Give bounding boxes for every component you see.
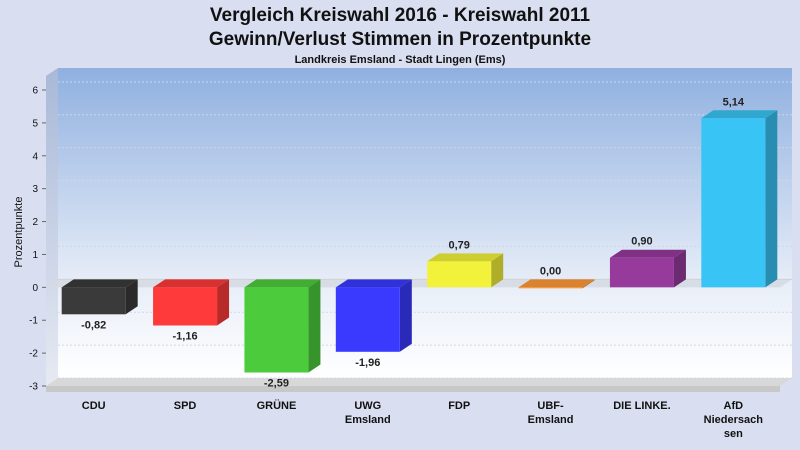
- data-label: 0,90: [631, 236, 652, 248]
- bar-side: [399, 279, 412, 352]
- floor: [46, 378, 792, 386]
- plot-area: [46, 68, 792, 392]
- bar-top: [427, 253, 504, 262]
- category-label-line: Niedersach: [704, 414, 764, 426]
- category-label: FDP: [448, 400, 470, 412]
- bar: [153, 279, 230, 326]
- bar: [427, 253, 504, 288]
- bar-top: [335, 279, 412, 288]
- bar-front: [153, 287, 218, 326]
- side-wall: [46, 68, 58, 386]
- data-label: 5,14: [723, 96, 745, 108]
- y-axis-ticks: 6 5 4 3 2 1 0 -1 -2 -3: [29, 86, 46, 393]
- category-label-line: FDP: [448, 400, 470, 412]
- category-label-line: SPD: [174, 400, 197, 412]
- category-label-line: UWG: [354, 400, 381, 412]
- y-tick-label: -1: [29, 316, 38, 327]
- y-tick-label: -2: [29, 349, 38, 360]
- bar: [609, 249, 686, 288]
- bar-front: [427, 261, 492, 288]
- bar-top: [153, 279, 230, 288]
- category-label-line: UBF-: [537, 400, 564, 412]
- category-label: AfD Niedersach sen: [704, 400, 764, 440]
- bar-side: [673, 249, 686, 288]
- y-tick-label: -3: [29, 382, 38, 393]
- bar-top: [609, 249, 686, 258]
- bars: [61, 110, 778, 373]
- category-label-line: Emsland: [528, 414, 574, 426]
- back-wall: [58, 68, 792, 378]
- chart-subtitle: Landkreis Emsland - Stadt Lingen (Ems): [294, 54, 506, 66]
- category-label: UBF- Emsland: [528, 400, 574, 426]
- bar-front: [609, 257, 674, 288]
- bar: [701, 110, 778, 288]
- bar: [61, 279, 138, 315]
- y-tick-label: 3: [32, 184, 38, 195]
- category-label: GRÜNE: [257, 399, 297, 412]
- y-axis-label: Prozentpunkte: [13, 197, 25, 268]
- y-tick-label: 6: [32, 86, 38, 97]
- chart-title: Vergleich Kreiswahl 2016 - Kreiswahl 201…: [0, 4, 800, 52]
- category-label-line: Emsland: [345, 414, 391, 426]
- bar-side: [308, 279, 321, 373]
- category-label-line: GRÜNE: [257, 399, 297, 412]
- category-label: DIE LINKE.: [613, 400, 670, 412]
- bar: [335, 279, 412, 352]
- bar-front: [61, 287, 126, 315]
- y-tick-label: 4: [32, 151, 38, 162]
- zero-plane: [46, 279, 792, 288]
- bar-front: [518, 287, 583, 289]
- bar-front: [701, 118, 766, 288]
- chart-title-line2: Gewinn/Verlust Stimmen in Prozentpunkte: [208, 29, 592, 50]
- bar-side: [765, 110, 778, 288]
- bar-front: [335, 287, 400, 352]
- bar-side: [125, 279, 138, 315]
- y-tick-label: 2: [32, 217, 38, 228]
- x-axis-categories: CDU SPD GRÜNE UWG Emsland FDP UBF- Emsland DIE L…: [82, 399, 763, 440]
- category-label: UWG Emsland: [345, 400, 391, 426]
- bar-side: [217, 279, 230, 326]
- data-label: 0,79: [448, 239, 469, 251]
- chart-title-line1: Vergleich Kreiswahl 2016 - Kreiswahl 201…: [209, 5, 591, 26]
- bar-side: [491, 253, 504, 288]
- bar-top: [518, 279, 595, 288]
- category-label-line: sen: [724, 428, 743, 440]
- y-tick-label: 1: [32, 250, 38, 261]
- data-labels: -0,82 -1,16 -2,59 -1,96 0,79 0,00 0,90 5,14: [81, 96, 745, 389]
- floor-edge: [46, 386, 780, 392]
- y-tick-label: 5: [32, 118, 38, 129]
- category-label-line: AfD: [724, 400, 744, 412]
- bar-top: [244, 279, 321, 288]
- data-label: -0,82: [81, 319, 106, 331]
- category-label-line: DIE LINKE.: [613, 400, 670, 412]
- data-label: -1,16: [173, 330, 198, 342]
- data-label: 0,00: [540, 265, 561, 277]
- data-label: -2,59: [264, 378, 289, 390]
- category-label: CDU: [82, 400, 106, 412]
- bar-top: [701, 110, 778, 119]
- y-tick-label: 0: [32, 283, 38, 294]
- bar-top: [61, 279, 138, 288]
- bar: [518, 279, 595, 289]
- bar-side: [582, 279, 595, 289]
- category-label-line: CDU: [82, 400, 106, 412]
- data-label: -1,96: [355, 357, 380, 369]
- category-label: SPD: [174, 400, 197, 412]
- bar: [244, 279, 321, 373]
- bar-front: [244, 287, 309, 373]
